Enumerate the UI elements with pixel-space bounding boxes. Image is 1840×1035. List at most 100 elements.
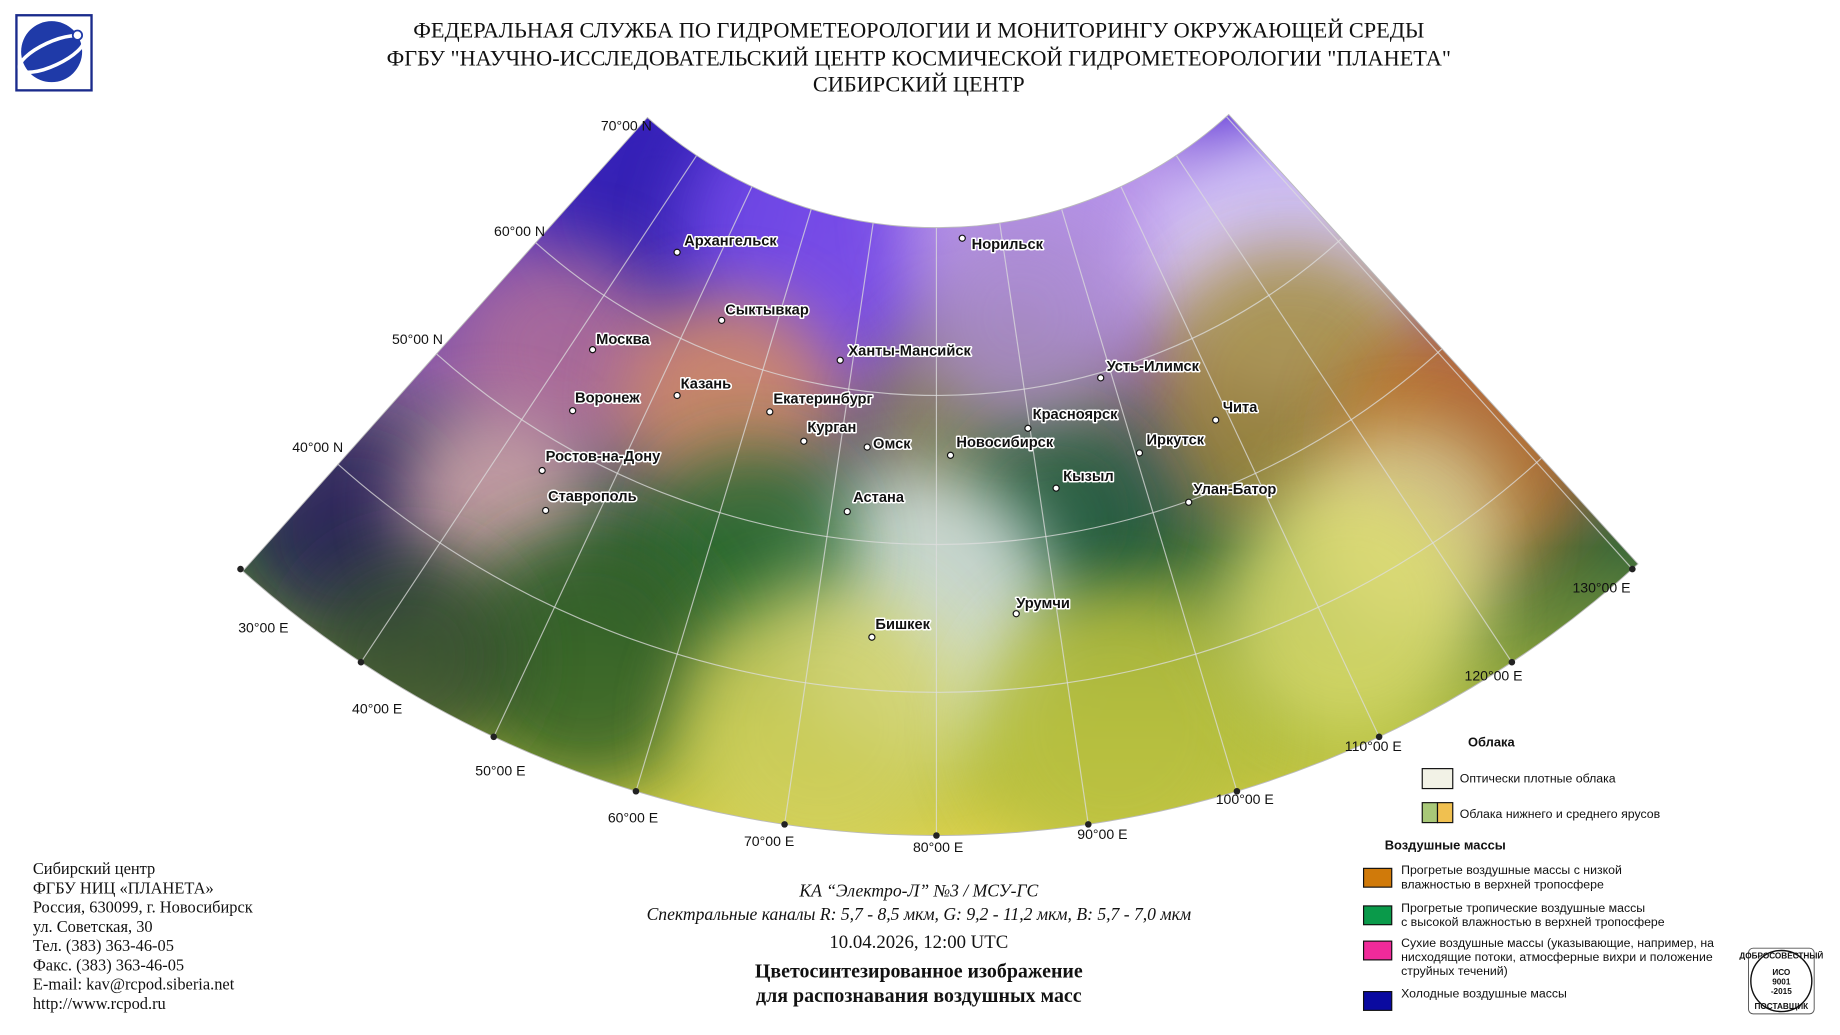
longitude-tick xyxy=(490,733,498,741)
longitude-label: 70°00 E xyxy=(744,833,794,849)
longitude-tick xyxy=(1233,787,1241,795)
badge-line: ИСО xyxy=(1772,968,1791,977)
city-label: Ханты-Мансийск xyxy=(848,344,971,360)
header-line: СИБИРСКИЙ ЦЕНТР xyxy=(813,72,1025,97)
parallel xyxy=(535,238,1343,397)
city-label: Улан-Батор xyxy=(1193,482,1276,498)
logo-sat xyxy=(71,29,84,41)
legend-item: Прогретые воздушные массы с низкой xyxy=(1401,863,1622,877)
city-label: Курган xyxy=(807,420,856,436)
city-label: Кызыл xyxy=(1063,469,1114,485)
meridian xyxy=(1225,116,1633,570)
legend-item: нисходящие потоки, атмосферные вихри и п… xyxy=(1401,950,1713,964)
parallel xyxy=(436,348,1443,546)
header-line: ФГБУ "НАУЧНО-ИССЛЕДОВАТЕЛЬСКИЙ ЦЕНТР КОС… xyxy=(387,46,1451,71)
logo-orbit xyxy=(17,33,86,75)
city-label: Новосибирск xyxy=(956,435,1053,451)
city-label: Сыктывкар xyxy=(725,302,809,318)
caption-title: Цветосинтезированное изображение xyxy=(755,960,1083,982)
meridian xyxy=(999,222,1089,825)
city-marker xyxy=(1185,498,1193,506)
contact-line: ФГБУ НИЦ «ПЛАНЕТА» xyxy=(33,878,214,897)
longitude-label: 130°00 E xyxy=(1572,580,1630,596)
latitude-label: 50°00 N xyxy=(392,331,443,347)
badge-bottom: ПОСТАВЩИК xyxy=(1755,1002,1810,1011)
longitude-tick xyxy=(1375,733,1383,741)
image-blob xyxy=(1220,481,1479,740)
longitude-label: 90°00 E xyxy=(1077,826,1127,842)
city-marker xyxy=(843,507,851,516)
image-blob xyxy=(457,246,669,458)
contact-line: E-mail: kav@rcpod.siberia.net xyxy=(33,975,235,994)
longitude-tick xyxy=(237,565,244,573)
badge-line: 9001 xyxy=(1772,978,1791,987)
badge-ring xyxy=(1750,949,1813,1013)
city-marker xyxy=(1052,484,1060,492)
legend-item: Прогретые тропичеcкие воздушные массы xyxy=(1401,901,1645,915)
longitude-tick xyxy=(357,658,365,666)
legend-swatch xyxy=(1362,867,1393,888)
caption-datetime: 10.04.2026, 12:00 UTC xyxy=(829,932,1008,953)
city-label: Екатеринбург xyxy=(773,392,872,408)
caption-satellite: КА “Электро-Л” №3 / МСУ-ГС xyxy=(798,881,1038,901)
legend-item: Оптически плотные облака xyxy=(1460,772,1616,786)
badge-line: -2015 xyxy=(1771,987,1792,996)
legend-title: Воздушные массы xyxy=(1385,838,1506,853)
legend-item: струйных течений) xyxy=(1401,964,1508,978)
legend-item: Холодные воздушные массы xyxy=(1401,986,1567,1000)
latitude-label: 70°00 N xyxy=(601,117,652,133)
city-label: Омск xyxy=(873,436,911,452)
meridian xyxy=(783,222,874,825)
city-marker xyxy=(673,248,681,256)
contact-line: Тел. (383) 363-46-05 xyxy=(33,936,174,955)
legend-swatch xyxy=(1421,768,1454,790)
city-marker xyxy=(863,443,871,451)
legend-swatch xyxy=(1362,905,1393,926)
image-blob xyxy=(915,211,1127,423)
city-marker xyxy=(1212,416,1220,424)
city-label: Иркутск xyxy=(1146,433,1204,449)
city-label: Чита xyxy=(1223,400,1258,416)
longitude-tick xyxy=(1629,565,1636,573)
contact-line: ул. Советская, 30 xyxy=(33,917,153,936)
longitude-label: 110°00 E xyxy=(1345,738,1402,754)
meridian xyxy=(1061,209,1238,792)
contact-line: http://www.rcpod.ru xyxy=(33,994,166,1013)
city-label: Норильск xyxy=(972,237,1044,253)
legend-item: Сухие воздушные массы (указывающие, напр… xyxy=(1401,936,1714,950)
city-marker xyxy=(569,407,577,415)
badge-top: ДОБРОСОВЕСТНЫЙ xyxy=(1739,950,1823,961)
city-label: Ростов-на-Дону xyxy=(546,449,661,465)
badge-frame xyxy=(1748,947,1815,1015)
parallel xyxy=(337,457,1543,693)
city-label: Архангельск xyxy=(684,233,777,249)
legend-item: с высокой влажностью в верхней тропосфер… xyxy=(1401,915,1665,929)
city-marker xyxy=(1135,449,1144,457)
city-marker xyxy=(718,316,726,324)
legend-swatch xyxy=(1421,802,1439,824)
image-blob xyxy=(305,551,517,763)
city-marker xyxy=(836,356,844,364)
city-marker xyxy=(1012,610,1020,618)
longitude-label: 80°00 E xyxy=(913,839,963,855)
meridian xyxy=(360,155,698,663)
legend-swatch xyxy=(1436,802,1454,824)
longitude-label: 120°00 E xyxy=(1464,668,1522,684)
longitude-tick xyxy=(632,787,640,795)
contact-line: Россия, 630099, г. Новосибирск xyxy=(33,898,253,917)
image-blob xyxy=(457,528,716,787)
city-marker xyxy=(588,346,597,354)
city-label: Казань xyxy=(681,376,732,392)
city-marker xyxy=(538,466,546,475)
city-label: Ставрополь xyxy=(548,489,637,505)
city-marker xyxy=(1024,424,1032,432)
longitude-tick xyxy=(933,832,940,839)
legend-swatch xyxy=(1362,990,1393,1011)
image-blob xyxy=(680,586,963,836)
city-label: Москва xyxy=(596,332,650,348)
meridian xyxy=(1120,186,1380,738)
city-marker xyxy=(868,633,876,641)
city-marker xyxy=(958,234,966,242)
header-line: ФЕДЕРАЛЬНАЯ СЛУЖБА ПО ГИДРОМЕТЕОРОЛОГИИ … xyxy=(413,18,1424,43)
